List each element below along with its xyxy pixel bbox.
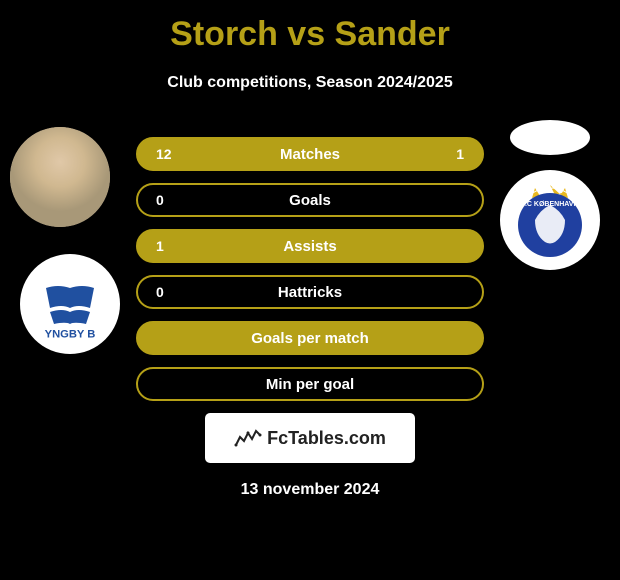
stat-row-goals: 0 Goals bbox=[136, 183, 484, 217]
page-title: Storch vs Sander bbox=[0, 15, 620, 54]
stat-right-value: 1 bbox=[434, 146, 464, 162]
stat-label: Goals bbox=[289, 192, 331, 209]
page-subtitle: Club competitions, Season 2024/2025 bbox=[0, 74, 620, 92]
club-right-logo: F.C KØBENHAVN bbox=[500, 170, 600, 270]
footer-brand: FcTables.com bbox=[205, 413, 415, 463]
club-left-logo: YNGBY B bbox=[20, 254, 120, 354]
kobenhavn-logo-icon: F.C KØBENHAVN bbox=[500, 170, 600, 270]
stat-left-value: 12 bbox=[156, 146, 186, 162]
stat-label: Matches bbox=[280, 146, 340, 163]
stat-left-value: 1 bbox=[156, 238, 186, 254]
stat-row-min-per-goal: Min per goal bbox=[136, 367, 484, 401]
player-left-avatar bbox=[10, 127, 110, 227]
stat-label: Hattricks bbox=[278, 284, 342, 301]
player-right-avatar bbox=[510, 120, 590, 155]
stat-left-value: 0 bbox=[156, 192, 186, 208]
stat-row-goals-per-match: Goals per match bbox=[136, 321, 484, 355]
stat-label: Goals per match bbox=[251, 330, 369, 347]
stat-row-matches: 12 Matches 1 bbox=[136, 137, 484, 171]
footer-brand-text: FcTables.com bbox=[267, 428, 386, 449]
svg-text:YNGBY B: YNGBY B bbox=[45, 329, 96, 341]
stat-left-value: 0 bbox=[156, 284, 186, 300]
stat-label: Assists bbox=[283, 238, 336, 255]
svg-text:F.C KØBENHAVN: F.C KØBENHAVN bbox=[521, 201, 578, 208]
fctables-logo-icon bbox=[234, 427, 262, 449]
stat-label: Min per goal bbox=[266, 376, 354, 393]
lyngby-logo-icon: YNGBY B bbox=[30, 264, 110, 344]
stat-row-assists: 1 Assists bbox=[136, 229, 484, 263]
footer-date: 13 november 2024 bbox=[0, 481, 620, 499]
stat-row-hattricks: 0 Hattricks bbox=[136, 275, 484, 309]
